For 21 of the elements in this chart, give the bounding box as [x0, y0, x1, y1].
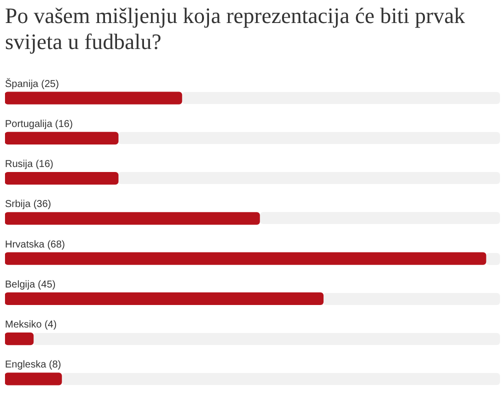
- y-tick-label: Engleska: [5, 360, 47, 371]
- bar: [5, 332, 34, 346]
- y-tick-label: Srbija: [5, 199, 32, 210]
- data-label: (68): [47, 239, 66, 250]
- data-label: (25): [41, 78, 59, 90]
- bar: [5, 372, 62, 386]
- data-label: (36): [33, 199, 52, 210]
- y-tick-label: Španija: [5, 78, 39, 90]
- data-label: (8): [48, 360, 62, 371]
- y-tick-label: Meksiko: [5, 320, 42, 331]
- y-tick-label: Rusija: [5, 159, 34, 170]
- bar: [5, 132, 118, 145]
- y-tick-label: Portugalija: [5, 118, 53, 130]
- y-tick-label: Belgija: [5, 279, 36, 290]
- y-tick-label: Hrvatska: [5, 239, 45, 250]
- data-label: (45): [38, 279, 56, 290]
- data-label: (16): [36, 159, 54, 170]
- chart-title: Po vašem mišljenju koja reprezentacija će biti prvak svijeta u fudbalu?: [5, 3, 466, 55]
- bar: [5, 172, 118, 185]
- data-label: (16): [55, 118, 73, 130]
- data-label: (4): [44, 320, 57, 331]
